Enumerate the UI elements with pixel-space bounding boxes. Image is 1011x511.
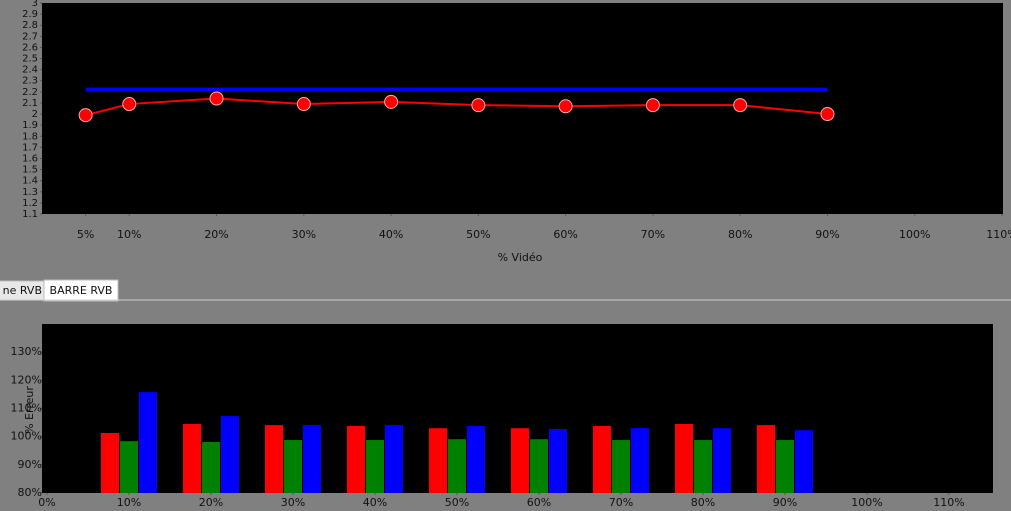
x-tick-label: 30%: [292, 228, 316, 241]
bar: [776, 440, 794, 493]
x-tick-label: 100%: [899, 228, 930, 241]
series-line: [85, 97, 828, 117]
bar: [694, 440, 712, 493]
y-tick-label: 1.8: [22, 131, 38, 142]
y-tick-label: 1.7: [22, 142, 38, 153]
y-tick-label: 2: [32, 109, 38, 120]
y-tick-label: 2.3: [22, 76, 38, 87]
x-tick-label: 50%: [466, 228, 490, 241]
bar: [385, 425, 403, 493]
bar: [202, 442, 220, 493]
y-tick-label: 1.6: [22, 153, 38, 164]
y-tick-label: 2.7: [22, 31, 38, 42]
x-tick-label: 80%: [691, 496, 715, 509]
tab-selected[interactable]: [43, 279, 119, 302]
x-tick-label: 20%: [199, 496, 223, 509]
x-tick-label: 80%: [728, 228, 752, 241]
y-tick-label: 1.3: [22, 187, 38, 198]
y-tick-label: 110%: [11, 402, 42, 415]
data-point: [384, 94, 399, 109]
y-tick-label: 2.6: [22, 42, 38, 53]
data-point: [558, 99, 573, 114]
y-tick-label: 1.9: [22, 120, 38, 131]
x-tick-label: 0%: [38, 496, 55, 509]
y-tick-label: 2.5: [22, 54, 38, 65]
bar: [139, 392, 157, 493]
bar: [612, 440, 630, 493]
y-tick-label: 130%: [11, 345, 42, 358]
bar: [265, 425, 283, 493]
plot-area: [42, 3, 1003, 214]
x-tick-label: 40%: [379, 228, 403, 241]
bar: [795, 430, 813, 493]
data-point: [209, 91, 224, 106]
x-tick-label: 30%: [281, 496, 305, 509]
bar: [303, 425, 321, 493]
y-tick-label: 2.1: [22, 98, 38, 109]
bar: [347, 425, 365, 493]
data-point: [78, 108, 93, 123]
x-tick-label: 70%: [609, 496, 633, 509]
data-point: [733, 98, 748, 113]
y-tick-label: 120%: [11, 373, 42, 386]
x-tick-label: 110%: [933, 496, 964, 509]
x-tick-label: 50%: [445, 496, 469, 509]
x-axis-label: % Vidéo: [498, 251, 543, 264]
x-tick-label: 90%: [773, 496, 797, 509]
bar: [183, 423, 201, 493]
bar: [593, 425, 611, 493]
bar: [120, 441, 138, 493]
data-point: [122, 97, 137, 112]
x-tick-label: 10%: [117, 496, 141, 509]
tab-label[interactable]: ne RVB: [3, 284, 42, 297]
y-tick-label: 2.2: [22, 87, 38, 98]
x-tick-label: 90%: [815, 228, 839, 241]
y-tick-label: 2.8: [22, 20, 38, 31]
bar: [366, 440, 384, 493]
y-tick-label: 80%: [18, 486, 42, 499]
data-point: [471, 98, 486, 113]
x-tick-label: 70%: [641, 228, 665, 241]
bar: [511, 428, 529, 493]
bar: [101, 433, 119, 493]
y-tick-label: 100%: [11, 430, 42, 443]
y-axis-label: % Erreur: [23, 386, 36, 434]
x-tick-label: 110%: [986, 228, 1011, 241]
bar: [284, 440, 302, 493]
bar: [467, 425, 485, 493]
bar: [530, 439, 548, 493]
x-tick-label: 100%: [851, 496, 882, 509]
y-tick-label: 1.4: [22, 176, 38, 187]
y-tick-label: 1.5: [22, 165, 38, 176]
x-tick-label: 10%: [117, 228, 141, 241]
y-tick-label: 1.1: [22, 209, 38, 220]
x-tick-label: 20%: [204, 228, 228, 241]
y-tick-label: 3: [32, 0, 38, 9]
x-tick-label: 40%: [363, 496, 387, 509]
bar: [448, 439, 466, 493]
x-tick-label: 5%: [77, 228, 94, 241]
y-tick-label: 2.9: [22, 9, 38, 20]
tab-label[interactable]: BARRE RVB: [50, 284, 113, 297]
bar: [675, 423, 693, 493]
bar: [221, 416, 239, 493]
y-tick-label: 2.4: [22, 65, 38, 76]
bar: [631, 428, 649, 493]
data-point: [296, 97, 311, 112]
data-point: [645, 98, 660, 113]
y-tick-label: 90%: [18, 458, 42, 471]
y-tick-label: 1.2: [22, 198, 38, 209]
bar: [713, 428, 731, 493]
data-point: [820, 107, 835, 122]
bar: [757, 425, 775, 493]
x-tick-label: 60%: [527, 496, 551, 509]
bar: [549, 429, 567, 493]
x-tick-label: 60%: [553, 228, 577, 241]
bar: [429, 428, 447, 493]
